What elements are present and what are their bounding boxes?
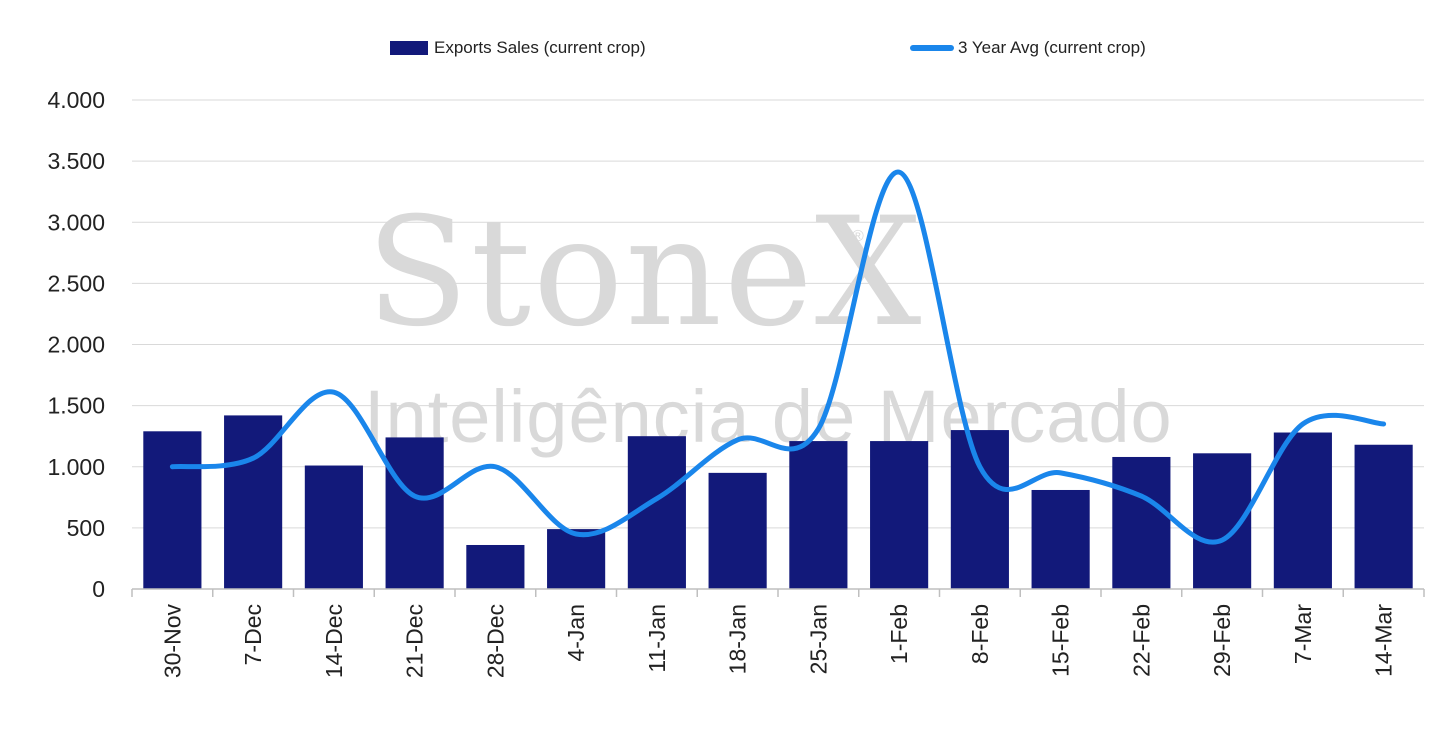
x-tick-label: 7-Mar bbox=[1290, 604, 1316, 664]
bar bbox=[304, 465, 363, 589]
bar bbox=[1031, 489, 1090, 589]
bar bbox=[789, 441, 848, 589]
legend-line-swatch bbox=[910, 45, 954, 51]
x-tick-label: 1-Feb bbox=[886, 604, 912, 664]
legend-bar-swatch bbox=[390, 41, 428, 55]
y-tick-label: 1.000 bbox=[47, 454, 105, 480]
x-tick-label: 7-Dec bbox=[240, 604, 266, 665]
x-tick-label: 14-Dec bbox=[321, 604, 347, 678]
y-tick-label: 3.500 bbox=[47, 148, 105, 174]
average-line bbox=[169, 169, 1387, 545]
y-tick-label: 1.500 bbox=[47, 393, 105, 419]
bar bbox=[547, 529, 606, 589]
x-tick-label: 8-Feb bbox=[967, 604, 993, 664]
x-tick-label: 18-Jan bbox=[725, 604, 751, 674]
x-tick-label: 11-Jan bbox=[644, 604, 670, 673]
legend-item-average: 3 Year Avg (current crop) bbox=[910, 38, 1146, 58]
bar bbox=[143, 431, 202, 589]
bar bbox=[708, 472, 767, 589]
x-tick-label: 15-Feb bbox=[1048, 604, 1074, 677]
x-tick-label: 25-Jan bbox=[805, 604, 831, 674]
bar bbox=[385, 437, 444, 589]
x-tick-label: 4-Jan bbox=[563, 604, 589, 662]
legend-item-exports: Exports Sales (current crop) bbox=[390, 38, 646, 58]
bar bbox=[1354, 444, 1413, 589]
bar bbox=[1273, 432, 1332, 589]
x-tick-label: 29-Feb bbox=[1209, 604, 1235, 677]
x-tick-label: 21-Dec bbox=[402, 604, 428, 678]
legend-average-label: 3 Year Avg (current crop) bbox=[958, 38, 1146, 57]
y-tick-label: 0 bbox=[92, 576, 105, 602]
line-series bbox=[169, 169, 1387, 545]
x-tick-label: 22-Feb bbox=[1128, 604, 1154, 677]
y-tick-label: 3.000 bbox=[47, 209, 105, 235]
y-axis-tick-labels: 0 500 1.000 1.500 2.000 2.500 3.000 3.500 4.000 bbox=[47, 87, 105, 602]
y-tick-label: 500 bbox=[67, 515, 105, 541]
bar-series bbox=[143, 415, 1413, 589]
x-axis: 30-Nov 7-Dec 14-Dec 21-Dec 28-Dec 4-Jan 11-Jan… bbox=[131, 588, 1425, 679]
y-tick-label: 2.500 bbox=[47, 270, 105, 296]
bar bbox=[870, 441, 929, 589]
x-tick-label: 28-Dec bbox=[482, 604, 508, 678]
bar bbox=[1112, 456, 1171, 589]
bar bbox=[466, 544, 525, 589]
x-tick-label: 30-Nov bbox=[159, 604, 185, 679]
y-tick-label: 4.000 bbox=[47, 87, 105, 113]
x-tick-label: 14-Mar bbox=[1371, 604, 1397, 677]
y-tick-label: 2.000 bbox=[47, 332, 105, 358]
bar bbox=[950, 430, 1009, 589]
gridlines bbox=[132, 99, 1424, 529]
legend-exports-label: Exports Sales (current crop) bbox=[434, 38, 646, 57]
